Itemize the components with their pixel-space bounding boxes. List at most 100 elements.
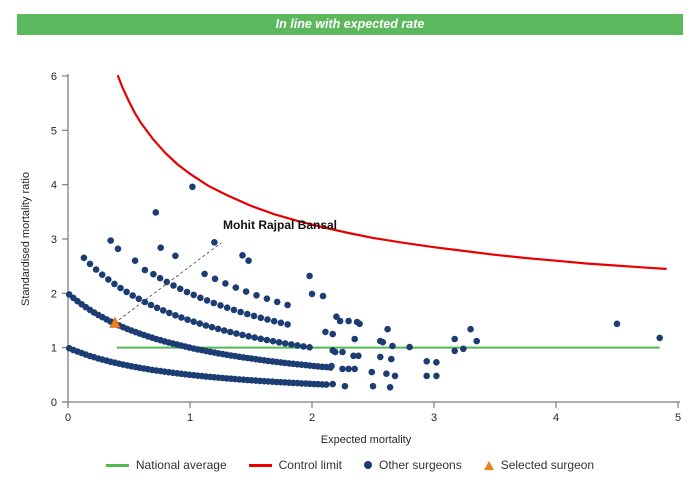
surgeon-dot (202, 322, 210, 329)
surgeon-dot (245, 333, 252, 340)
x-tick-label: 2 (309, 412, 315, 424)
surgeon-dot (433, 359, 440, 366)
surgeon-dot (336, 317, 344, 325)
surgeon-dot (176, 285, 184, 293)
surgeon-dot (306, 272, 313, 280)
surgeon-dot (341, 382, 349, 390)
surgeon-dot (153, 304, 161, 312)
surgeon-dot (275, 339, 283, 346)
surgeon-dot (203, 297, 211, 304)
surgeon-dot (356, 320, 363, 328)
national-average-line-swatch (105, 463, 129, 467)
surgeon-dot (355, 352, 362, 360)
surgeon-dot (210, 299, 218, 307)
surgeon-dot (107, 237, 114, 244)
surgeon-dot (294, 342, 301, 349)
surgeon-dot (156, 274, 164, 282)
y-tick-label: 4 (51, 180, 57, 192)
surgeon-dot (656, 334, 663, 342)
surgeon-dot (384, 325, 391, 333)
surgeon-dot (377, 353, 384, 361)
surgeon-dot (257, 314, 265, 322)
surgeon-dot (433, 372, 440, 380)
surgeon-dot (220, 327, 228, 334)
legend-item-control-limit: Control limit (248, 458, 342, 472)
surgeon-dot (227, 328, 234, 336)
surgeon-dot (467, 325, 474, 333)
surgeon-dot (131, 257, 139, 264)
funnel-plot: 0 1 2 3 4 5 6 0 1 2 3 4 5 Standardised mortality rat… (20, 71, 681, 446)
surgeon-dot (190, 291, 197, 299)
surgeon-dot (423, 372, 431, 380)
surgeon-dot (277, 319, 285, 327)
other-surgeons-dot-swatch (363, 461, 372, 469)
surgeon-dot (300, 343, 307, 350)
surgeon-dot (368, 368, 376, 376)
y-tick-label: 2 (51, 288, 57, 300)
y-tick-label: 3 (51, 234, 57, 246)
surgeon-dot (328, 362, 335, 370)
surgeon-dot (86, 260, 94, 268)
surgeon-dot (351, 365, 359, 373)
surgeon-dot (98, 271, 106, 279)
surgeon-dot (306, 344, 313, 351)
surgeon-dot (331, 348, 339, 356)
legend: National average Control limit Other sur… (0, 458, 700, 472)
surgeon-dot (613, 320, 621, 328)
surgeon-dot (345, 317, 352, 325)
annotation-leader-line (118, 242, 222, 321)
surgeon-dot (129, 292, 136, 299)
surgeon-dot (351, 335, 359, 343)
surgeon-dot (388, 355, 395, 363)
surgeon-dot (350, 352, 357, 360)
y-axis-label: Standardised mortality ratio (20, 172, 32, 306)
surgeon-dot (183, 288, 191, 296)
surgeon-dot (339, 365, 346, 373)
surgeon-dot (257, 335, 265, 343)
surgeon-dot (80, 254, 88, 262)
surgeon-dot (239, 331, 246, 339)
surgeon-dot (141, 298, 149, 306)
surgeon-dot (250, 312, 258, 320)
surgeon-dot (389, 342, 396, 350)
selected-surgeon-marker (109, 316, 121, 328)
surgeon-dot (284, 301, 291, 309)
legend-label: National average (135, 458, 227, 472)
surgeon-dot (308, 290, 316, 298)
surgeon-dot (152, 209, 160, 216)
x-tick-label: 1 (187, 412, 193, 424)
x-tick-label: 4 (553, 412, 559, 424)
y-tick-label: 0 (51, 397, 57, 409)
status-banner: In line with expected rate (17, 14, 683, 35)
surgeon-dot (386, 384, 394, 391)
surgeon-dot (166, 309, 173, 317)
surgeon-dot (141, 266, 149, 274)
surgeon-dot (178, 314, 185, 321)
surgeon-dot (391, 372, 399, 380)
surgeon-dot (232, 284, 240, 291)
surgeon-dot (253, 292, 260, 299)
surgeon-dot (329, 380, 337, 388)
selected-surgeon-annotation: Mohit Rajpal Bansal (223, 218, 338, 232)
surgeon-dot (105, 276, 112, 283)
y-tick-label: 5 (51, 125, 57, 137)
legend-label: Selected surgeon (500, 458, 595, 472)
surgeon-dot (157, 244, 164, 251)
surgeon-dot (273, 298, 281, 306)
surgeon-dot (239, 252, 246, 259)
surgeon-dot (172, 252, 179, 260)
surgeon-dot (114, 245, 122, 253)
surgeon-dot (242, 288, 250, 295)
surgeon-dot (111, 280, 118, 288)
surgeon-dot (264, 316, 271, 323)
surgeon-dot (244, 310, 251, 318)
surgeon-dot (379, 338, 387, 346)
surgeon-dot (284, 321, 291, 328)
surgeon-dot (473, 337, 481, 345)
surgeon-dot (123, 288, 130, 296)
surgeon-dot (270, 317, 278, 325)
surgeon-dot (184, 316, 191, 324)
surgeon-dot (170, 282, 177, 289)
surgeon-dot (319, 292, 327, 300)
